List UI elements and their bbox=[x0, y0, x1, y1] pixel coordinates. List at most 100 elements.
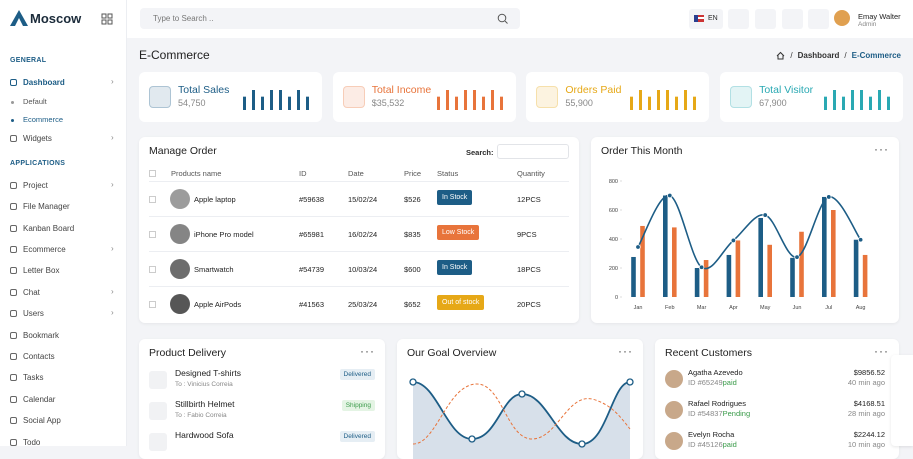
user-avatar[interactable] bbox=[834, 10, 850, 26]
delivery-status: Delivered bbox=[339, 369, 375, 380]
submenu-item[interactable]: Default bbox=[23, 97, 47, 107]
column-header: Quantity bbox=[517, 169, 545, 178]
card-title: Recent Customers bbox=[665, 347, 752, 359]
checkbox[interactable] bbox=[149, 301, 156, 308]
cell: 18PCS bbox=[517, 265, 541, 274]
menu-item[interactable]: Chat bbox=[23, 287, 40, 297]
search-label: Search: bbox=[466, 148, 494, 157]
cart-button[interactable] bbox=[782, 9, 803, 29]
checkbox[interactable] bbox=[149, 196, 156, 203]
spark-bar bbox=[270, 90, 273, 110]
line-point bbox=[667, 192, 673, 199]
submenu-dot bbox=[11, 101, 14, 105]
cell: $652 bbox=[404, 300, 421, 309]
menu-item[interactable]: Tasks bbox=[23, 373, 44, 383]
notification-button[interactable] bbox=[808, 9, 829, 29]
menu-dots[interactable]: ··· bbox=[874, 142, 889, 156]
delivery-card: Product Delivery ··· Designed T-shirts To :… bbox=[139, 339, 385, 459]
delivery-status: Delivered bbox=[339, 431, 375, 442]
section-title: GENERAL bbox=[10, 57, 47, 64]
menu-icon bbox=[10, 288, 17, 296]
bar bbox=[703, 260, 709, 297]
product-image bbox=[170, 259, 190, 279]
stat-icon bbox=[536, 86, 559, 108]
menu-item[interactable]: File Manager bbox=[23, 202, 70, 212]
menu-icon bbox=[10, 331, 17, 339]
bar bbox=[853, 239, 859, 297]
brand: Moscow bbox=[30, 11, 82, 26]
spark-bar bbox=[878, 90, 882, 110]
chevron: › bbox=[111, 308, 114, 318]
chevron: › bbox=[111, 179, 114, 189]
bar bbox=[640, 225, 645, 297]
language[interactable]: EN bbox=[689, 9, 723, 29]
bar bbox=[767, 244, 772, 297]
sparkline bbox=[436, 90, 503, 110]
menu-icon bbox=[10, 181, 17, 189]
recipient: To : Vinicius Correia bbox=[175, 381, 233, 388]
menu-item[interactable]: Project bbox=[23, 180, 48, 190]
crumb[interactable]: Dashboard bbox=[797, 51, 840, 60]
line-point bbox=[635, 244, 641, 250]
spark-bar bbox=[887, 96, 891, 110]
quick-tools[interactable] bbox=[891, 355, 913, 446]
spark-bar bbox=[252, 90, 255, 110]
menu-item[interactable]: Widgets bbox=[23, 134, 52, 144]
spark-bar bbox=[648, 96, 652, 110]
customer-meta: ID #45126paid bbox=[688, 440, 737, 449]
checkbox[interactable] bbox=[149, 266, 156, 273]
cell: 9PCS bbox=[517, 230, 537, 239]
spark-bar bbox=[824, 96, 828, 110]
checkbox[interactable] bbox=[149, 231, 156, 238]
sidebar: Moscow GENERAL Dashboard › Default Ecommerce… bbox=[0, 0, 127, 447]
cell: iPhone Pro model bbox=[194, 230, 254, 239]
row-divider bbox=[149, 286, 569, 287]
stat-icon bbox=[149, 86, 171, 108]
column-header: Price bbox=[404, 169, 422, 178]
menu-dots[interactable]: ··· bbox=[618, 344, 633, 358]
cell: $600 bbox=[404, 265, 421, 274]
bookmark-button[interactable] bbox=[728, 9, 749, 29]
spark-bar bbox=[639, 90, 643, 110]
menu-item[interactable]: Social App bbox=[23, 416, 61, 426]
line bbox=[637, 194, 862, 270]
menu-item[interactable]: Calendar bbox=[23, 394, 56, 404]
home-icon[interactable] bbox=[776, 51, 785, 60]
search-input[interactable] bbox=[497, 144, 569, 159]
customer-name: Agatha Azevedo bbox=[688, 368, 743, 377]
y-tick-label: 800 bbox=[609, 179, 618, 185]
spark-bar bbox=[288, 96, 291, 110]
product-thumb bbox=[149, 402, 167, 420]
grid-icon[interactable] bbox=[101, 13, 113, 25]
y-tick-label: 400 bbox=[609, 237, 618, 243]
menu-item[interactable]: Bookmark bbox=[23, 330, 60, 340]
spark-bar bbox=[851, 90, 855, 110]
chevron: › bbox=[111, 77, 114, 86]
stat-card: Total Visitor 67,900 bbox=[720, 72, 904, 122]
stat-value: 55,900 bbox=[565, 98, 593, 108]
menu-icon bbox=[10, 135, 17, 143]
logo-icon bbox=[10, 10, 28, 26]
customer-avatar bbox=[665, 401, 683, 419]
chevron: › bbox=[111, 244, 114, 253]
menu-item[interactable]: Dashboard bbox=[23, 78, 65, 87]
search-box[interactable]: Type to Search .. bbox=[140, 8, 520, 29]
theme-button[interactable] bbox=[755, 9, 776, 29]
card-title: Manage Order bbox=[149, 145, 217, 157]
menu-icon bbox=[10, 267, 17, 275]
menu-item[interactable]: Todo bbox=[23, 437, 41, 447]
menu-dots[interactable]: ··· bbox=[874, 344, 889, 358]
customer-avatar bbox=[665, 370, 683, 388]
recipient: To : Fabio Correia bbox=[175, 412, 227, 419]
x-tick-label: Jun bbox=[793, 305, 802, 311]
menu-dots[interactable]: ··· bbox=[360, 344, 375, 358]
menu-item[interactable]: Letter Box bbox=[23, 266, 60, 276]
menu-item[interactable]: Users bbox=[23, 309, 44, 319]
menu-item[interactable]: Ecommerce bbox=[23, 245, 66, 254]
submenu-item[interactable]: Ecommerce bbox=[23, 114, 64, 124]
menu-item[interactable]: Kanban Board bbox=[23, 223, 75, 233]
menu-item[interactable]: Contacts bbox=[23, 352, 55, 361]
bar bbox=[726, 254, 732, 297]
menu-icon bbox=[10, 417, 17, 425]
